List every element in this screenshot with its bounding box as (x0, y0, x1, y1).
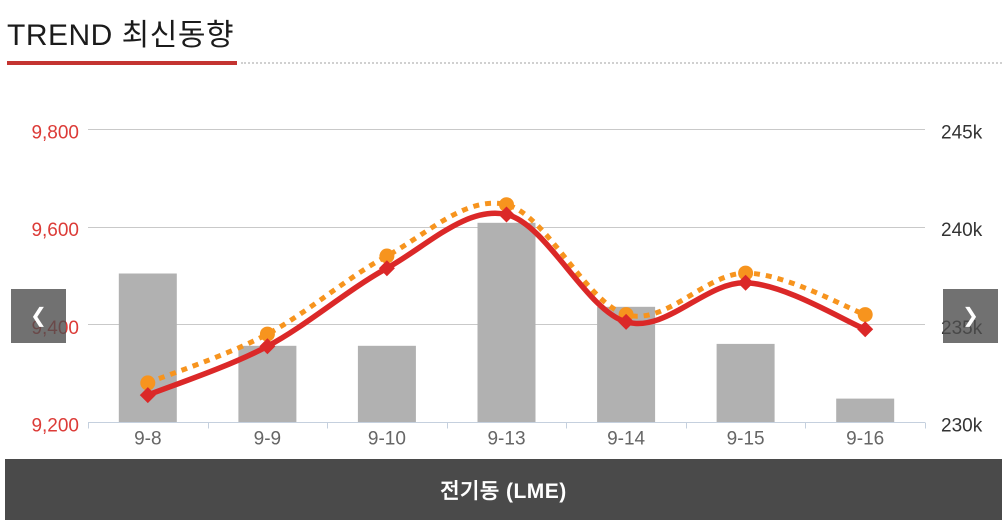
x-axis-label: 9-9 (254, 429, 281, 450)
diamond-marker (498, 206, 515, 223)
x-axis-label: 9-8 (134, 429, 161, 450)
bar (477, 222, 536, 422)
circle-marker (259, 326, 275, 342)
y-axis-label-left: 9,800 (31, 123, 79, 144)
diamond-marker (737, 274, 754, 291)
x-axis-label: 9-13 (487, 429, 525, 450)
y-axis-label-right: 245k (941, 123, 983, 144)
chevron-left-icon: ❮ (30, 305, 47, 327)
y-axis-label-right: 230k (941, 416, 983, 437)
bar (836, 398, 895, 422)
x-axis-label: 9-15 (727, 429, 765, 450)
bar (357, 345, 416, 422)
diamond-marker (259, 338, 276, 355)
x-axis-label: 9-16 (846, 429, 884, 450)
diamond-marker (378, 260, 395, 277)
y-axis-label-right: 240k (941, 220, 983, 241)
page-title: TREND 최신동향 (7, 19, 235, 52)
circle-marker (499, 197, 514, 213)
title-underline (7, 61, 237, 65)
x-axis-label: 9-10 (368, 429, 406, 450)
circle-marker (379, 248, 395, 264)
carousel-next-button[interactable]: ❯ (943, 289, 998, 343)
x-axis-label: 9-14 (607, 429, 645, 450)
circle-marker (140, 375, 156, 391)
circle-marker (738, 265, 754, 281)
carousel-prev-button[interactable]: ❮ (11, 289, 66, 343)
circle-marker (857, 307, 873, 323)
slide-title-bar: 전기동 (LME) (5, 459, 1002, 520)
y-axis-label-left: 9,600 (31, 220, 79, 241)
diamond-marker (618, 313, 635, 330)
y-axis-label-left: 9,200 (31, 416, 79, 437)
slide-title: 전기동 (LME) (440, 479, 567, 503)
bar (716, 343, 775, 422)
diamond-marker (857, 321, 874, 338)
diamond-marker (139, 387, 156, 404)
header-divider (241, 62, 1002, 64)
chevron-right-icon: ❯ (962, 305, 979, 327)
